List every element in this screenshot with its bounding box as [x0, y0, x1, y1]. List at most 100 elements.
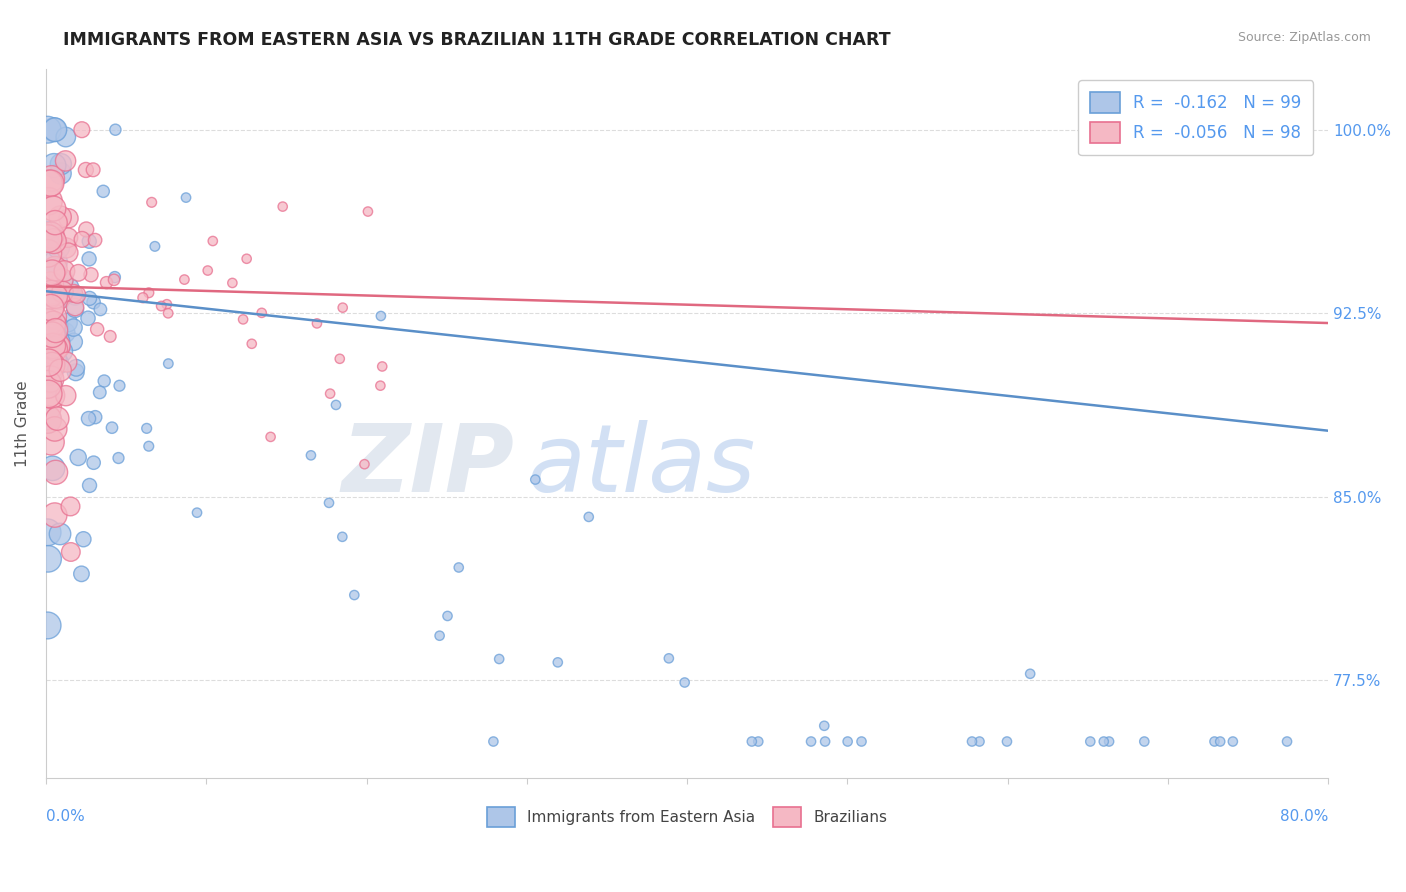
Point	[89, 302, 111, 317]
Point	[49, 363, 72, 377]
Point	[37, 320, 59, 334]
Point	[37, 122, 59, 136]
Point	[357, 204, 380, 219]
Point	[39, 176, 62, 190]
Point	[41, 388, 63, 402]
Point	[259, 430, 281, 444]
Point	[77, 235, 100, 249]
Point	[39, 278, 62, 293]
Point	[48, 291, 70, 305]
Point	[48, 339, 70, 353]
Text: 80.0%: 80.0%	[1279, 809, 1329, 824]
Point	[84, 410, 107, 425]
Point	[157, 306, 180, 320]
Point	[55, 241, 77, 255]
Point	[318, 496, 340, 510]
Point	[221, 276, 243, 290]
Point	[65, 365, 87, 379]
Point	[1222, 734, 1244, 748]
Text: Source: ZipAtlas.com: Source: ZipAtlas.com	[1237, 31, 1371, 45]
Point	[49, 527, 72, 541]
Point	[39, 228, 62, 243]
Point	[969, 734, 991, 748]
Point	[197, 263, 219, 277]
Point	[814, 734, 837, 748]
Point	[67, 266, 90, 280]
Point	[49, 166, 72, 180]
Point	[673, 675, 696, 690]
Point	[1019, 666, 1042, 681]
Point	[44, 216, 66, 230]
Point	[250, 306, 273, 320]
Point	[37, 327, 59, 342]
Point	[37, 288, 59, 302]
Point	[44, 289, 66, 303]
Point	[53, 326, 76, 340]
Point	[332, 301, 354, 315]
Point	[37, 377, 59, 392]
Text: atlas: atlas	[527, 420, 755, 511]
Point	[46, 290, 69, 304]
Point	[330, 530, 353, 544]
Point	[38, 365, 60, 379]
Text: ZIP: ZIP	[342, 420, 515, 512]
Point	[173, 272, 195, 286]
Point	[1098, 734, 1121, 748]
Point	[41, 267, 63, 281]
Legend: Immigrants from Eastern Asia, Brazilians: Immigrants from Eastern Asia, Brazilians	[479, 799, 894, 834]
Point	[83, 295, 105, 310]
Point	[235, 252, 257, 266]
Point	[157, 357, 180, 371]
Point	[41, 344, 63, 359]
Point	[51, 272, 73, 286]
Point	[93, 374, 115, 388]
Point	[41, 171, 63, 186]
Point	[63, 300, 86, 314]
Point	[77, 252, 100, 266]
Point	[75, 163, 97, 178]
Point	[38, 378, 60, 392]
Point	[138, 285, 160, 300]
Point	[80, 268, 103, 282]
Point	[837, 734, 859, 748]
Point	[48, 291, 70, 305]
Point	[42, 339, 65, 353]
Point	[37, 400, 59, 414]
Point	[741, 734, 763, 748]
Point	[56, 230, 79, 244]
Point	[44, 508, 66, 522]
Point	[62, 320, 84, 334]
Point	[995, 734, 1018, 748]
Point	[45, 254, 67, 268]
Point	[77, 311, 100, 326]
Point	[143, 239, 166, 253]
Point	[960, 734, 983, 748]
Point	[201, 234, 224, 248]
Y-axis label: 11th Grade: 11th Grade	[15, 380, 30, 467]
Point	[45, 324, 67, 338]
Point	[524, 473, 547, 487]
Point	[62, 286, 84, 301]
Point	[62, 334, 84, 349]
Point	[429, 629, 451, 643]
Point	[41, 286, 63, 301]
Point	[44, 310, 66, 324]
Point	[44, 352, 66, 367]
Point	[240, 336, 263, 351]
Point	[98, 329, 121, 343]
Point	[141, 195, 163, 210]
Point	[107, 450, 129, 465]
Point	[851, 734, 873, 748]
Point	[174, 191, 197, 205]
Point	[1078, 734, 1101, 748]
Point	[75, 222, 97, 236]
Point	[37, 356, 59, 370]
Point	[58, 211, 80, 226]
Point	[186, 506, 208, 520]
Point	[37, 231, 59, 245]
Point	[578, 509, 600, 524]
Point	[747, 734, 769, 748]
Point	[103, 273, 125, 287]
Point	[79, 292, 101, 306]
Point	[59, 500, 82, 514]
